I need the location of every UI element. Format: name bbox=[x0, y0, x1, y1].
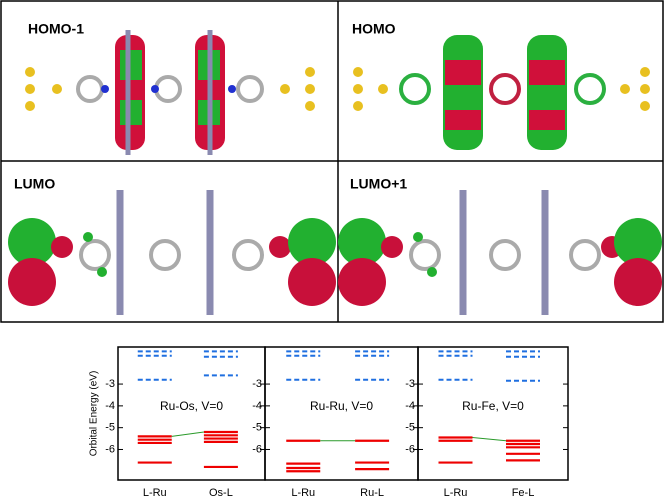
y-tick-label: -4 bbox=[405, 400, 415, 412]
orbital-panels: HOMO-1 HOMO LUMO LUMO+1 bbox=[1, 1, 663, 322]
y-tick-label: -5 bbox=[105, 422, 115, 434]
chart-title: Ru-Ru, V=0 bbox=[310, 399, 373, 413]
molecule bbox=[8, 190, 336, 315]
y-tick-label: -3 bbox=[105, 378, 115, 390]
molecule bbox=[25, 30, 315, 155]
panel-label: LUMO+1 bbox=[350, 176, 407, 192]
plot-frame bbox=[418, 347, 568, 480]
homo-connector bbox=[172, 432, 204, 436]
y-tick-label: -6 bbox=[252, 443, 262, 455]
figure: HOMO-1 HOMO LUMO LUMO+1 -3 -4 -5 -6 Orbital … bbox=[0, 0, 664, 500]
y-tick-label: -6 bbox=[105, 443, 115, 455]
molecule bbox=[338, 190, 662, 315]
panel-label: HOMO bbox=[352, 21, 396, 37]
x-tick-label: Os-L bbox=[209, 487, 233, 499]
x-tick-label: Ru-L bbox=[360, 487, 384, 499]
panel-label: LUMO bbox=[14, 176, 55, 192]
y-tick-label: -5 bbox=[405, 422, 415, 434]
x-tick-label: L-Ru bbox=[444, 487, 468, 499]
panel-label: HOMO-1 bbox=[28, 21, 84, 37]
chart-title: Ru-Fe, V=0 bbox=[462, 399, 524, 413]
homo-connector bbox=[473, 437, 507, 440]
plot-frame bbox=[118, 347, 265, 480]
y-tick-label: -3 bbox=[252, 378, 262, 390]
plot-frame bbox=[265, 347, 418, 480]
x-tick-label: L-Ru bbox=[143, 487, 167, 499]
x-tick-label: L-Ru bbox=[291, 487, 315, 499]
y-axis-label: Orbital Energy (eV) bbox=[89, 371, 100, 457]
y-tick-label: -5 bbox=[252, 422, 262, 434]
y-tick-label: -6 bbox=[405, 443, 415, 455]
x-tick-label: Fe-L bbox=[512, 487, 535, 499]
molecule bbox=[353, 35, 650, 150]
chart-title: Ru-Os, V=0 bbox=[160, 399, 223, 413]
y-tick-label: -4 bbox=[252, 400, 262, 412]
y-tick-label: -3 bbox=[405, 378, 415, 390]
y-tick-label: -4 bbox=[105, 400, 115, 412]
